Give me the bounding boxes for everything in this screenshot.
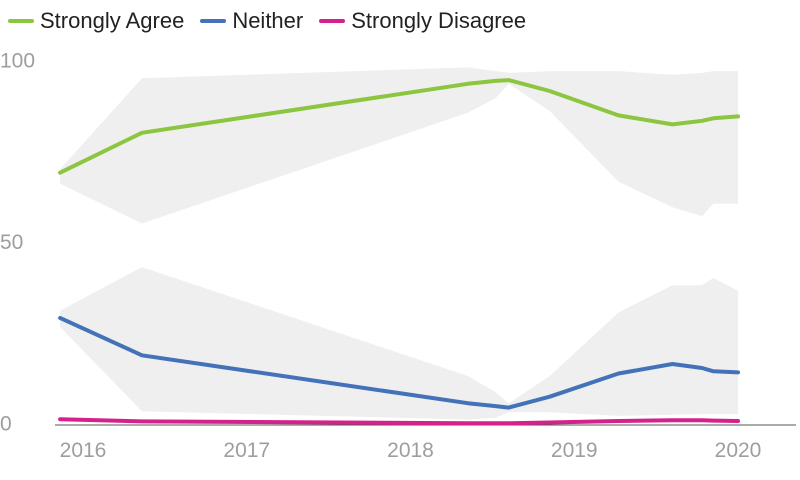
- legend-swatch-strongly-disagree: [319, 19, 346, 23]
- series-line-strongly-agree: [58, 78, 740, 175]
- x-tick-label-2020: 2020: [715, 439, 762, 462]
- x-tick-label-2019: 2019: [551, 439, 598, 462]
- series-line-neither: [58, 315, 740, 410]
- legend-swatch-strongly-agree: [8, 19, 34, 23]
- y-tick-label-100: 100: [0, 50, 35, 73]
- band-neither: [60, 267, 739, 420]
- legend-item-strongly-disagree[interactable]: Strongly Disagree: [319, 8, 526, 34]
- x-tick-label-2017: 2017: [223, 439, 270, 462]
- x-tick-label-2018: 2018: [387, 439, 434, 462]
- band-strongly-agree: [60, 67, 739, 224]
- legend-label-strongly-disagree: Strongly Disagree: [351, 8, 527, 33]
- y-tick-label-50: 50: [0, 231, 23, 254]
- legend-label-neither: Neither: [232, 8, 304, 33]
- legend-swatch-neither: [200, 19, 227, 23]
- legend-label-strongly-agree: Strongly Agree: [40, 8, 185, 33]
- x-tick-label-2016: 2016: [60, 439, 107, 462]
- legend-item-neither[interactable]: Neither: [200, 8, 303, 34]
- y-tick-label-0: 0: [0, 413, 12, 436]
- chart-legend: Strongly Agree Neither Strongly Disagree: [8, 6, 542, 36]
- series-line-strongly-disagree: [58, 417, 740, 426]
- legend-item-strongly-agree[interactable]: Strongly Agree: [8, 8, 184, 34]
